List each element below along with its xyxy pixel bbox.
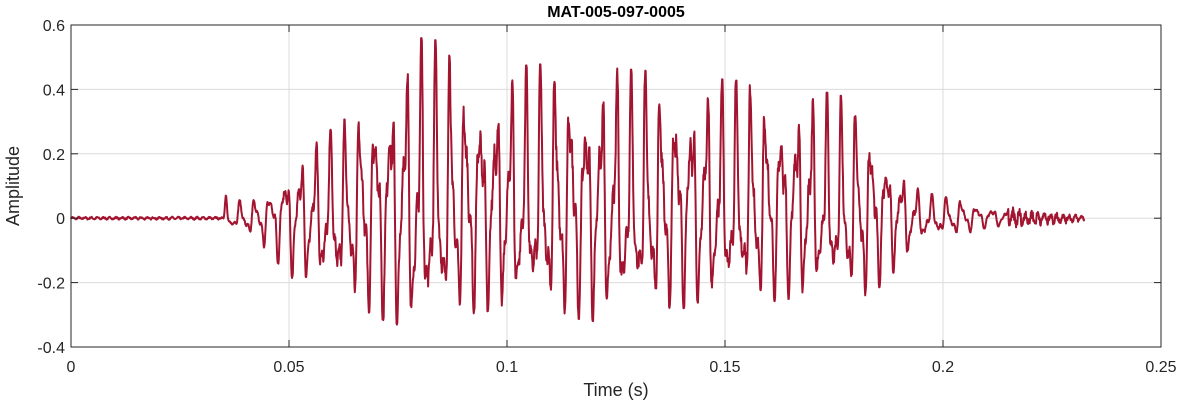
x-axis-label: Time (s): [583, 380, 648, 400]
y-tick-label: -0.2: [37, 276, 65, 293]
x-tick-label: 0.25: [1145, 359, 1176, 376]
x-tick-label: 0.15: [709, 359, 740, 376]
y-tick-label: 0: [56, 211, 65, 228]
y-tick-labels: -0.4 -0.2 0 0.2 0.4 0.6: [37, 18, 65, 357]
x-tick-label: 0: [67, 359, 76, 376]
plot-frame: [70, 24, 1162, 348]
tick-marks: [70, 24, 1162, 348]
waveform-line: [70, 37, 1086, 326]
x-tick-label: 0.05: [273, 359, 304, 376]
y-tick-label: 0.6: [43, 18, 65, 35]
plot-background: [71, 25, 1161, 347]
y-tick-label: -0.4: [37, 340, 65, 357]
y-tick-label: 0.4: [43, 82, 65, 99]
x-tick-labels: 0 0.05 0.1 0.15 0.2 0.25: [67, 359, 1177, 376]
y-axis-label: Amplitude: [3, 146, 23, 226]
y-tick-label: 0.2: [43, 147, 65, 164]
series-group: [70, 37, 1086, 326]
x-tick-label: 0.1: [496, 359, 518, 376]
chart-title: MAT-005-097-0005: [547, 4, 685, 21]
x-tick-label: 0.2: [932, 359, 954, 376]
